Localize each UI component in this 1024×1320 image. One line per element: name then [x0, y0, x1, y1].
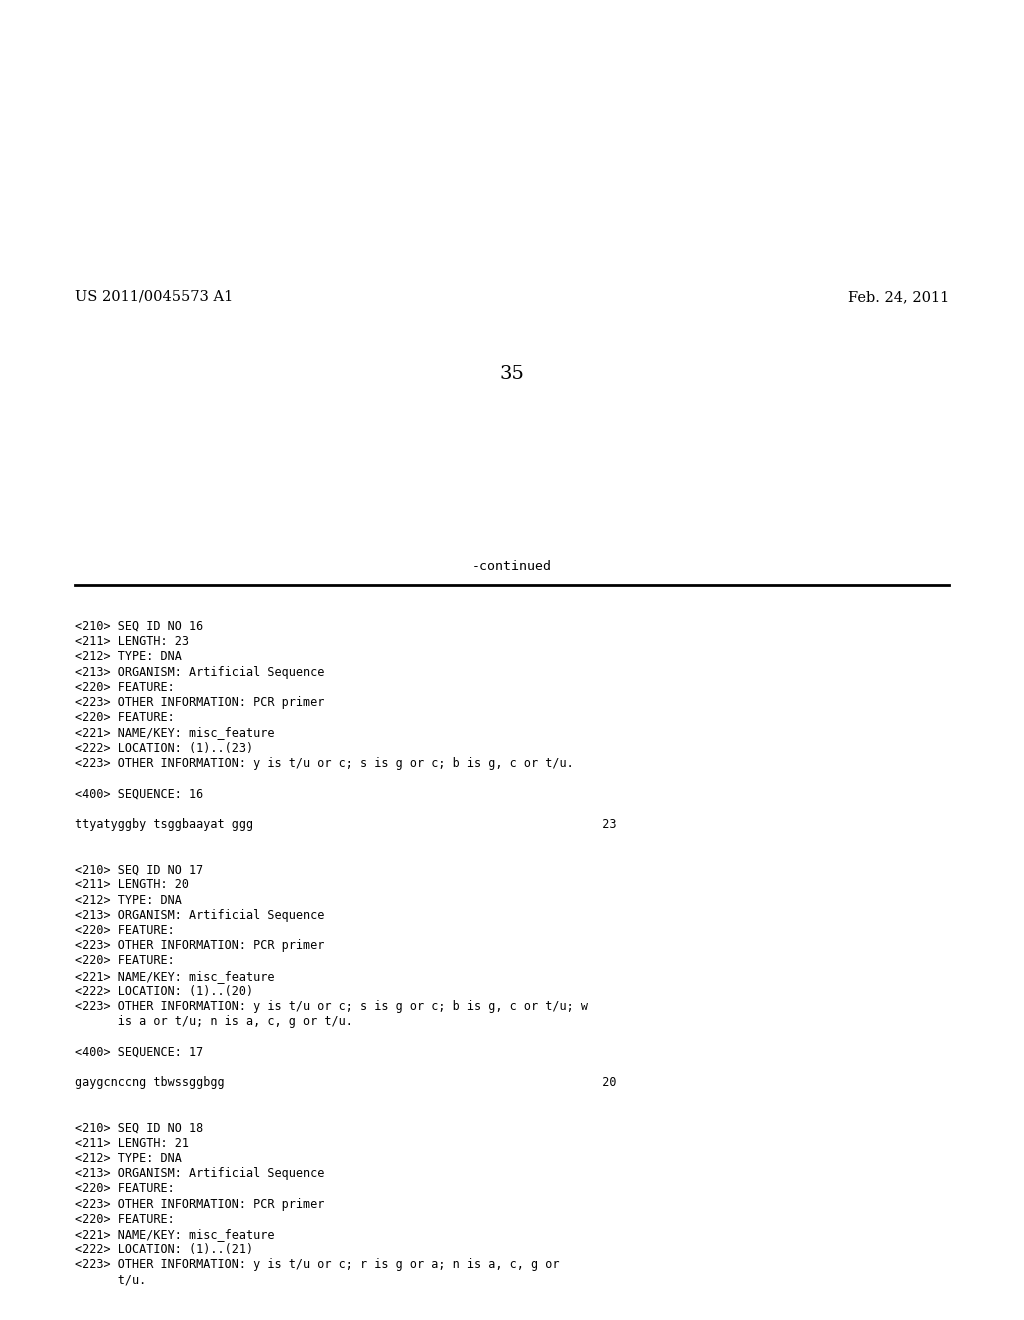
Text: <211> LENGTH: 21: <211> LENGTH: 21 — [75, 1137, 189, 1150]
Text: <220> FEATURE:: <220> FEATURE: — [75, 711, 175, 725]
Text: <212> TYPE: DNA: <212> TYPE: DNA — [75, 651, 182, 664]
Text: is a or t/u; n is a, c, g or t/u.: is a or t/u; n is a, c, g or t/u. — [75, 1015, 353, 1028]
Text: <222> LOCATION: (1)..(23): <222> LOCATION: (1)..(23) — [75, 742, 253, 755]
Text: US 2011/0045573 A1: US 2011/0045573 A1 — [75, 290, 233, 304]
Text: <212> TYPE: DNA: <212> TYPE: DNA — [75, 1152, 182, 1166]
Text: ttyatyggby tsggbaayat ggg                                                 23: ttyatyggby tsggbaayat ggg 23 — [75, 817, 616, 830]
Text: <220> FEATURE:: <220> FEATURE: — [75, 954, 175, 968]
Text: <223> OTHER INFORMATION: PCR primer: <223> OTHER INFORMATION: PCR primer — [75, 940, 325, 952]
Text: <213> ORGANISM: Artificial Sequence: <213> ORGANISM: Artificial Sequence — [75, 908, 325, 921]
Text: <220> FEATURE:: <220> FEATURE: — [75, 681, 175, 694]
Text: <223> OTHER INFORMATION: y is t/u or c; s is g or c; b is g, c or t/u; w: <223> OTHER INFORMATION: y is t/u or c; … — [75, 1001, 588, 1012]
Text: <212> TYPE: DNA: <212> TYPE: DNA — [75, 894, 182, 907]
Text: <221> NAME/KEY: misc_feature: <221> NAME/KEY: misc_feature — [75, 726, 274, 739]
Text: <221> NAME/KEY: misc_feature: <221> NAME/KEY: misc_feature — [75, 970, 274, 982]
Text: <222> LOCATION: (1)..(20): <222> LOCATION: (1)..(20) — [75, 985, 253, 998]
Text: t/u.: t/u. — [75, 1274, 146, 1287]
Text: <400> SEQUENCE: 16: <400> SEQUENCE: 16 — [75, 787, 203, 800]
Text: <213> ORGANISM: Artificial Sequence: <213> ORGANISM: Artificial Sequence — [75, 1167, 325, 1180]
Text: <400> SEQUENCE: 17: <400> SEQUENCE: 17 — [75, 1045, 203, 1059]
Text: <223> OTHER INFORMATION: y is t/u or c; r is g or a; n is a, c, g or: <223> OTHER INFORMATION: y is t/u or c; … — [75, 1258, 559, 1271]
Text: <210> SEQ ID NO 18: <210> SEQ ID NO 18 — [75, 1122, 203, 1135]
Text: -continued: -continued — [472, 560, 552, 573]
Text: <211> LENGTH: 23: <211> LENGTH: 23 — [75, 635, 189, 648]
Text: <223> OTHER INFORMATION: PCR primer: <223> OTHER INFORMATION: PCR primer — [75, 696, 325, 709]
Text: gaygcnccng tbwssggbgg                                                     20: gaygcnccng tbwssggbgg 20 — [75, 1076, 616, 1089]
Text: <213> ORGANISM: Artificial Sequence: <213> ORGANISM: Artificial Sequence — [75, 665, 325, 678]
Text: <223> OTHER INFORMATION: PCR primer: <223> OTHER INFORMATION: PCR primer — [75, 1197, 325, 1210]
Text: <211> LENGTH: 20: <211> LENGTH: 20 — [75, 878, 189, 891]
Text: <221> NAME/KEY: misc_feature: <221> NAME/KEY: misc_feature — [75, 1228, 274, 1241]
Text: 35: 35 — [500, 366, 524, 383]
Text: <223> OTHER INFORMATION: y is t/u or c; s is g or c; b is g, c or t/u.: <223> OTHER INFORMATION: y is t/u or c; … — [75, 756, 573, 770]
Text: <220> FEATURE:: <220> FEATURE: — [75, 1183, 175, 1196]
Text: Feb. 24, 2011: Feb. 24, 2011 — [848, 290, 949, 304]
Text: <210> SEQ ID NO 17: <210> SEQ ID NO 17 — [75, 863, 203, 876]
Text: <220> FEATURE:: <220> FEATURE: — [75, 1213, 175, 1226]
Text: <222> LOCATION: (1)..(21): <222> LOCATION: (1)..(21) — [75, 1243, 253, 1257]
Text: <210> SEQ ID NO 16: <210> SEQ ID NO 16 — [75, 620, 203, 634]
Text: <220> FEATURE:: <220> FEATURE: — [75, 924, 175, 937]
